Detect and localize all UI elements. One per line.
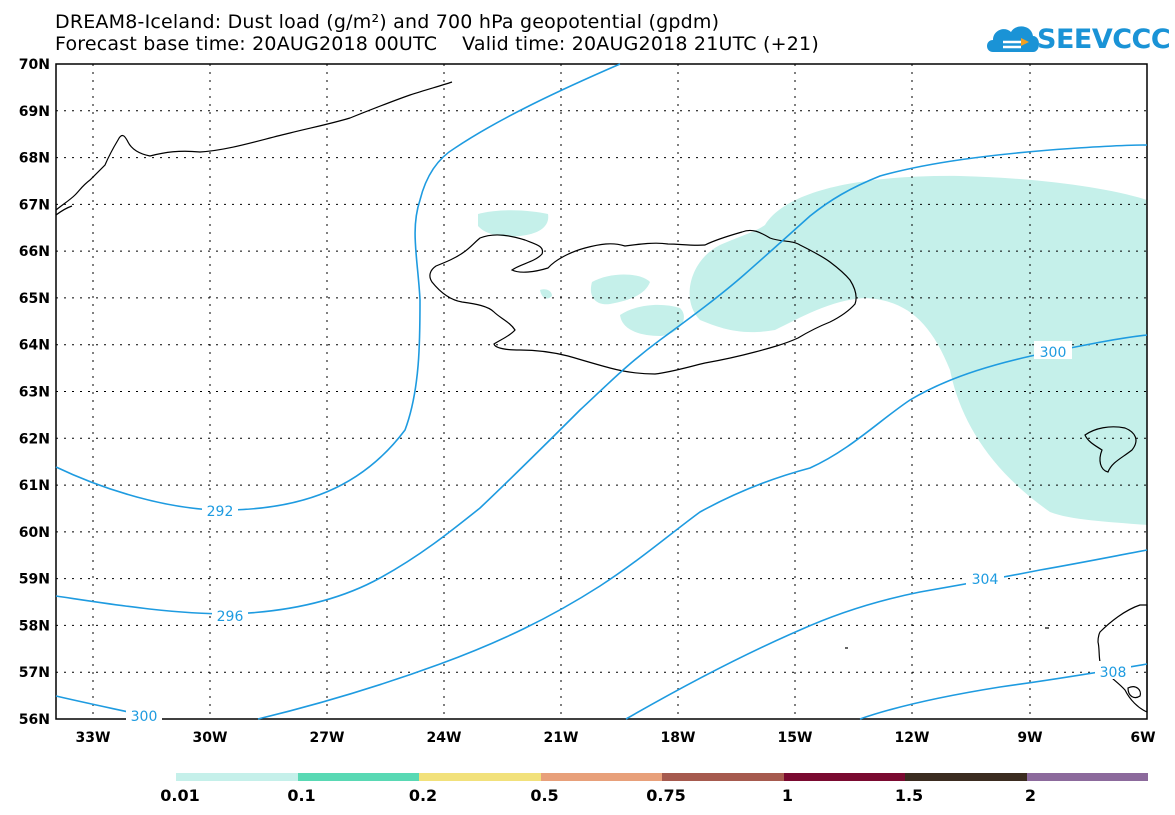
- longitude-label: 12W: [895, 730, 930, 746]
- latitude-label: 57N: [19, 665, 50, 681]
- cloud-logo-icon: [987, 26, 1039, 52]
- contour-300-north: [257, 334, 1148, 720]
- longitude-label: 30W: [193, 730, 228, 746]
- latitude-label: 66N: [19, 244, 50, 260]
- colorbar-segment: [1026, 773, 1148, 781]
- latitude-label: 56N: [19, 712, 50, 728]
- latitude-label: 60N: [19, 525, 50, 541]
- longitude-label: 24W: [427, 730, 462, 746]
- latitude-label: 61N: [19, 478, 50, 494]
- colorbar-segment: [783, 773, 905, 781]
- colorbar-label: 0.2: [408, 786, 438, 805]
- colorbar-segment: [419, 773, 541, 781]
- latitude-label: 62N: [19, 431, 50, 447]
- longitude-label: 21W: [544, 730, 579, 746]
- contour-label: 304: [972, 572, 999, 588]
- colorbar-label: 1: [781, 786, 794, 805]
- longitude-label: 18W: [661, 730, 696, 746]
- map-title: DREAM8-Iceland: Dust load (g/m²) and 700…: [55, 11, 720, 33]
- contour-304: [625, 549, 1148, 720]
- logo-text: SEEVCCC: [1037, 24, 1171, 55]
- latitude-label: 64N: [19, 338, 50, 354]
- colorbar-segment: [297, 773, 419, 781]
- map-subtitle: Forecast base time: 20AUG2018 00UTC Vali…: [55, 33, 819, 55]
- contour-label: 300: [131, 709, 158, 725]
- longitude-label: 33W: [76, 730, 111, 746]
- contour-label: 300: [1040, 345, 1067, 361]
- colorbar-segment: [540, 773, 662, 781]
- latitude-label: 69N: [19, 104, 50, 120]
- latitude-labels: 70N 69N 68N 67N 66N 65N 64N 63N 62N 61N 60N 59N 58N 5…: [19, 57, 50, 728]
- latitude-label: 65N: [19, 291, 50, 307]
- colorbar-segment: [176, 773, 298, 781]
- contour-label: 296: [217, 609, 244, 625]
- contour-292: [55, 63, 621, 511]
- latitude-label: 70N: [19, 57, 50, 73]
- latitude-label: 67N: [19, 197, 50, 213]
- contour-label: 308: [1100, 665, 1127, 681]
- colorbar-label: 0.01: [160, 786, 200, 805]
- contour-label: 292: [207, 504, 234, 520]
- colorbar-segment: [905, 773, 1027, 781]
- colorbar-segment: [662, 773, 784, 781]
- colorbar-label: 2: [1024, 786, 1037, 805]
- colorbar: [176, 773, 1148, 781]
- dust-load-area: [478, 175, 1147, 525]
- latitude-label: 63N: [19, 385, 50, 401]
- longitude-label: 6W: [1130, 730, 1155, 746]
- colorbar-label: 0.1: [287, 786, 316, 805]
- longitude-labels: 33W 30W 27W 24W 21W 18W 15W 12W 9W 6W: [76, 730, 1156, 746]
- coastline: [55, 81, 1148, 713]
- contour-labels: 292 296 300 300 304 308: [126, 341, 1131, 725]
- latitude-label: 58N: [19, 618, 50, 634]
- latitude-label: 59N: [19, 572, 50, 588]
- longitude-label: 9W: [1017, 730, 1042, 746]
- latitude-label: 68N: [19, 151, 50, 167]
- colorbar-label: 0.5: [530, 786, 559, 805]
- colorbar-label: 0.75: [646, 786, 686, 805]
- longitude-label: 15W: [778, 730, 813, 746]
- colorbar-label: 1.5: [894, 786, 924, 805]
- contour-296: [55, 144, 1148, 615]
- longitude-label: 27W: [310, 730, 345, 746]
